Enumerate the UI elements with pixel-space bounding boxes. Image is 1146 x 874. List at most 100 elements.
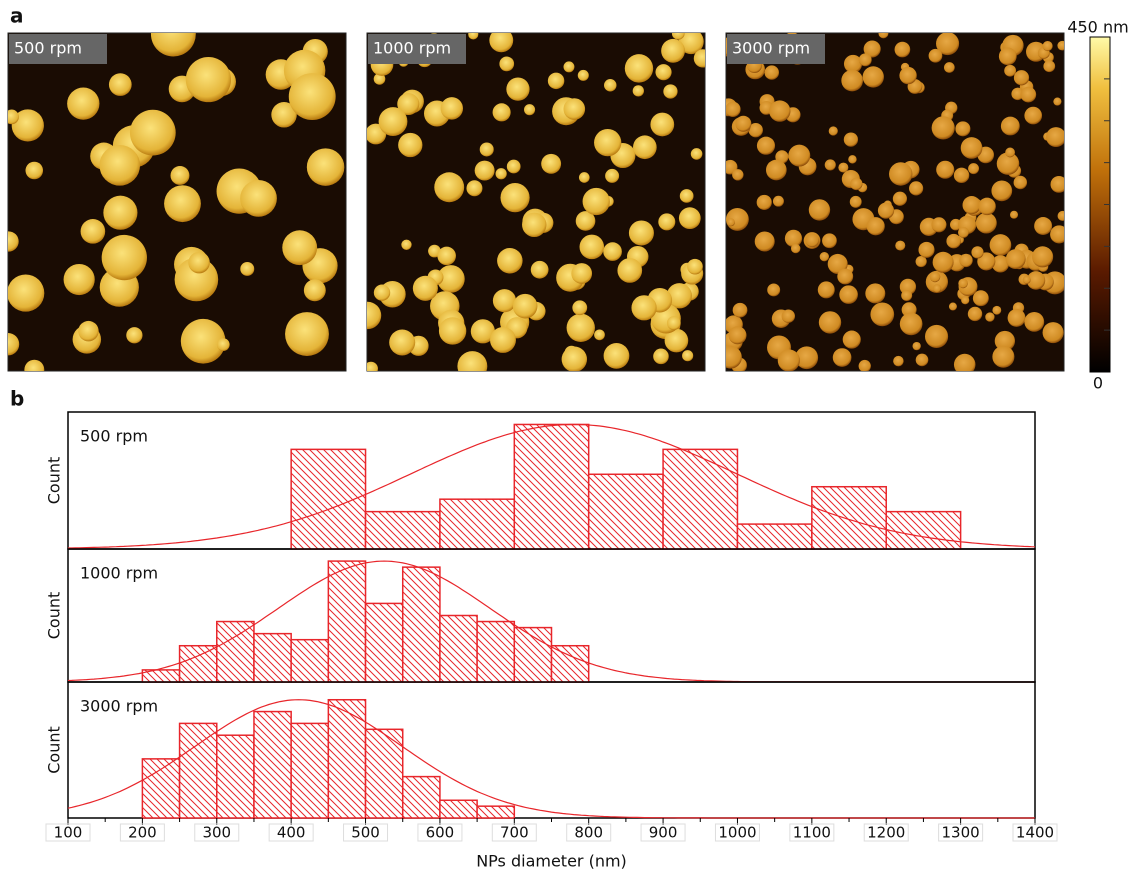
- particle: [968, 163, 979, 174]
- histogram-bar: [477, 622, 514, 682]
- histogram-bar: [291, 723, 328, 818]
- particle: [562, 347, 587, 372]
- particle: [500, 183, 529, 212]
- particle: [735, 116, 751, 132]
- particle: [441, 97, 463, 119]
- particle: [893, 192, 907, 206]
- particle: [818, 281, 835, 298]
- particle: [729, 326, 747, 344]
- particle: [663, 84, 677, 98]
- particle: [354, 302, 381, 329]
- particle: [164, 185, 201, 222]
- particle: [617, 258, 642, 283]
- particle: [490, 327, 516, 353]
- colorbar-label: 450 nm: [1067, 18, 1128, 37]
- x-axis-label: NPs diameter (nm): [476, 852, 627, 871]
- x-tick-label: 800: [574, 824, 603, 842]
- particle: [694, 49, 712, 67]
- particle: [809, 199, 830, 220]
- particle: [1006, 249, 1026, 269]
- particle: [1024, 107, 1042, 125]
- particle: [825, 159, 836, 170]
- panel-title: 500 rpm: [80, 427, 148, 446]
- particle: [944, 62, 955, 73]
- particle: [151, 12, 196, 57]
- image-label: 3000 rpm: [732, 39, 810, 58]
- x-tick-label: 200: [128, 824, 157, 842]
- particle: [719, 346, 741, 368]
- histogram-bar: [514, 424, 588, 549]
- particle: [682, 350, 693, 361]
- particle: [658, 213, 675, 230]
- y-axis-label: Count: [45, 457, 64, 505]
- particle: [1058, 211, 1068, 221]
- particle: [1051, 176, 1068, 193]
- particle: [978, 198, 995, 215]
- particle: [631, 295, 656, 320]
- particle: [961, 296, 969, 304]
- x-tick-label: 1200: [867, 824, 905, 842]
- histogram-bar: [217, 622, 254, 682]
- particle: [661, 39, 685, 63]
- panel-title: 3000 rpm: [80, 697, 158, 716]
- particle: [765, 65, 779, 79]
- particle: [1050, 225, 1068, 243]
- particle: [767, 284, 780, 297]
- particle: [497, 248, 522, 273]
- particle: [480, 142, 494, 156]
- histogram-bar: [589, 474, 663, 549]
- particle: [564, 61, 575, 72]
- particle: [976, 213, 997, 234]
- particle: [932, 116, 955, 139]
- particle: [870, 303, 894, 327]
- colorbar-label: 0: [1093, 374, 1103, 393]
- histogram-bar: [440, 616, 477, 683]
- particle: [1023, 276, 1031, 284]
- particle: [633, 85, 644, 96]
- particle: [524, 104, 535, 115]
- particle: [289, 73, 336, 120]
- particle: [102, 235, 147, 280]
- particle: [567, 314, 595, 342]
- particle: [466, 180, 482, 196]
- particle: [583, 188, 610, 215]
- x-tick-label: 100: [54, 824, 83, 842]
- histogram-bar: [403, 567, 440, 682]
- particle: [933, 252, 954, 273]
- particle: [594, 329, 605, 340]
- particle: [594, 129, 621, 156]
- particle: [895, 42, 911, 58]
- particle: [985, 312, 994, 321]
- particle: [865, 283, 885, 303]
- particle: [992, 346, 1014, 368]
- particle: [1010, 211, 1018, 219]
- particle: [364, 362, 378, 376]
- particle: [217, 338, 230, 351]
- particle: [548, 73, 564, 89]
- particle: [778, 349, 800, 371]
- particle: [304, 279, 326, 301]
- particle: [650, 113, 674, 137]
- particle: [929, 49, 943, 63]
- particle: [563, 98, 585, 120]
- particle: [841, 70, 863, 92]
- particle: [126, 327, 142, 343]
- particle: [1004, 65, 1016, 77]
- particle: [867, 217, 885, 235]
- particle: [727, 218, 735, 226]
- particle: [1005, 148, 1015, 158]
- histogram-bar: [142, 759, 179, 818]
- figure: a b 450 nm 0 500 rpm1000 rpm3000 rpm500 …: [0, 0, 1146, 874]
- particle: [389, 329, 415, 355]
- particle: [773, 196, 784, 207]
- particle: [434, 172, 464, 202]
- x-tick-label: 1000: [718, 824, 756, 842]
- particle: [541, 154, 561, 174]
- histogram-bar: [440, 800, 477, 818]
- particle: [895, 241, 905, 251]
- particle: [936, 161, 954, 179]
- panel-label: a: [10, 4, 24, 28]
- particle: [963, 196, 981, 214]
- particle: [732, 169, 743, 180]
- particle: [437, 247, 456, 266]
